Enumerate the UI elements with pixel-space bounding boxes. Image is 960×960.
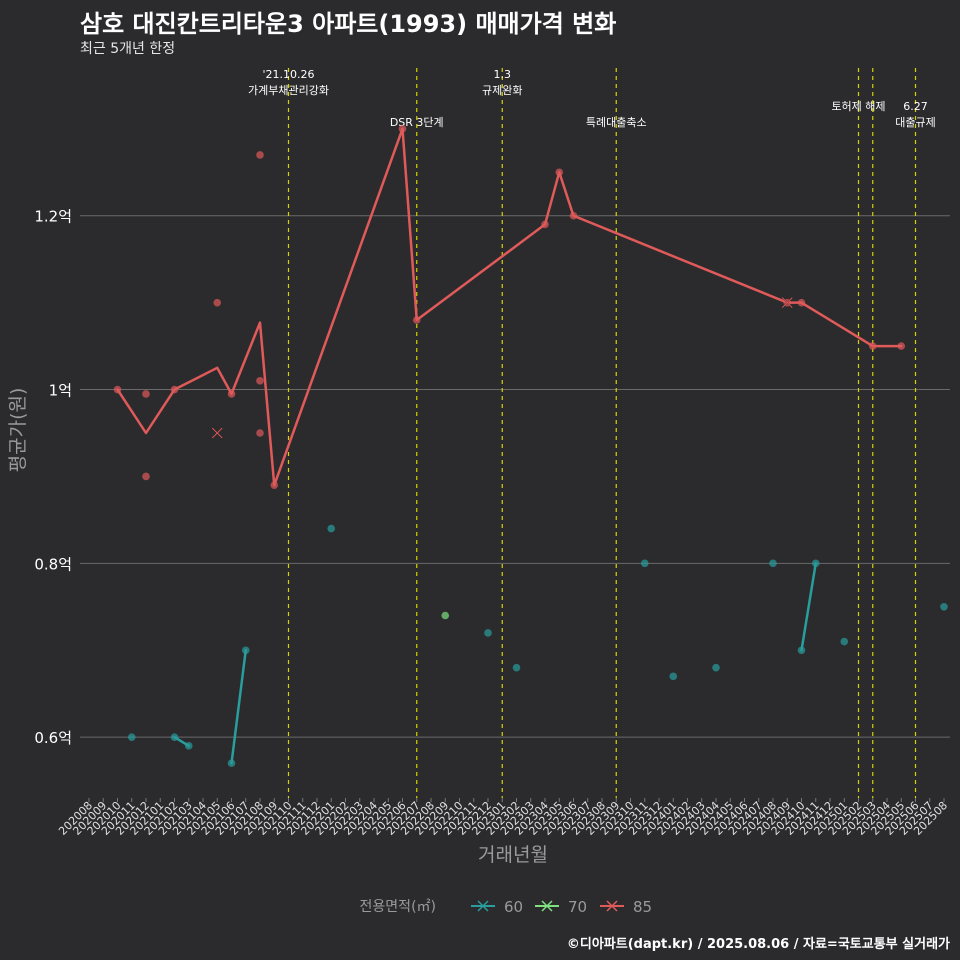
source-caption: ©디아파트(dapt.kr) / 2025.08.06 / 자료=국토교통부 실… [566, 937, 950, 952]
chart-title: 삼호 대진칸트리타운3 아파트(1993) 매매가격 변화 [80, 10, 617, 38]
cancelled-marker-85 [211, 427, 223, 439]
data-point-60 [940, 603, 948, 611]
series-line-60 [800, 562, 817, 652]
legend-label: 60 [504, 898, 523, 916]
data-point-85 [142, 472, 150, 481]
y-tick-label: 0.6억 [34, 729, 72, 747]
data-point-60 [184, 742, 193, 750]
legend-item-70: 70 [535, 898, 587, 916]
data-point-85 [868, 342, 877, 350]
data-point-85 [897, 342, 906, 350]
legend-item-85: 85 [600, 898, 652, 916]
data-point-85 [270, 481, 279, 489]
series-line-60 [230, 649, 247, 765]
data-point-60 [640, 559, 649, 568]
data-point-70 [441, 611, 450, 620]
x-axis-label: 거래년월 [478, 844, 548, 866]
series-lines [116, 127, 903, 765]
chart-subtitle: 최근 5개년 한정 [80, 41, 176, 57]
data-point-85 [142, 390, 150, 398]
data-point-60 [669, 672, 678, 681]
legend-key-cross [606, 900, 618, 912]
event-label: '21.10.26 [262, 68, 314, 81]
legend: 전용면적(㎡) 60 70 85 [360, 898, 653, 916]
data-point-85 [398, 125, 407, 133]
data-point-60 [712, 663, 720, 672]
legend-item-60: 60 [471, 898, 523, 916]
data-point-85 [541, 220, 549, 229]
cancelled-marker-85 [781, 297, 793, 309]
legend-label: 70 [568, 898, 587, 916]
data-point-85 [213, 298, 222, 307]
series-line-85 [116, 127, 903, 487]
event-label: 토허제 해제 [831, 99, 885, 113]
data-point-85 [412, 316, 421, 324]
legend-label: 85 [633, 898, 652, 916]
data-point-60 [840, 637, 849, 646]
event-label: 6.27 [903, 100, 928, 113]
y-axis-label: 평균가(원) [7, 388, 29, 473]
data-point-60 [127, 733, 136, 741]
data-point-85 [170, 385, 179, 394]
cancelled-stroke [211, 427, 223, 439]
y-tick-labels: 0.6억 0.8억 1억 1.2억 [34, 208, 72, 747]
data-point-85 [256, 429, 264, 437]
data-point-60 [241, 646, 250, 655]
series-points [113, 125, 948, 768]
data-point-85 [555, 168, 564, 177]
y-tick-label: 0.8억 [34, 555, 72, 573]
data-point-60 [797, 646, 806, 655]
legend-title: 전용면적(㎡) [360, 899, 436, 915]
data-point-60 [484, 629, 492, 637]
cancelled-stroke [781, 297, 793, 308]
x-tick-labels: 2020082020092020102020112020122021012021… [56, 798, 950, 838]
data-point-85 [113, 385, 122, 394]
event-label: 가계부채관리강화 [248, 84, 329, 97]
data-point-85 [569, 211, 578, 220]
event-label: 1.3 [494, 68, 512, 81]
event-label: 대출규제 [895, 116, 935, 129]
event-label: 특례대출축소 [586, 116, 647, 129]
data-point-60 [327, 524, 336, 533]
y-tick-label: 1억 [49, 382, 72, 400]
data-point-85 [797, 298, 806, 307]
data-point-85 [256, 151, 264, 159]
data-point-60 [512, 663, 521, 672]
data-point-85 [256, 377, 264, 385]
y-tick-label: 1.2억 [34, 208, 72, 226]
data-point-85 [227, 390, 236, 398]
grid-layer [80, 215, 950, 738]
data-point-60 [227, 759, 236, 768]
legend-key-cross [541, 900, 553, 912]
event-label: DSR 3단계 [390, 116, 444, 129]
event-label: 규제완화 [482, 84, 522, 97]
data-point-60 [769, 559, 777, 568]
data-point-60 [811, 559, 820, 568]
legend-key-cross [477, 900, 489, 912]
data-point-60 [170, 733, 179, 741]
